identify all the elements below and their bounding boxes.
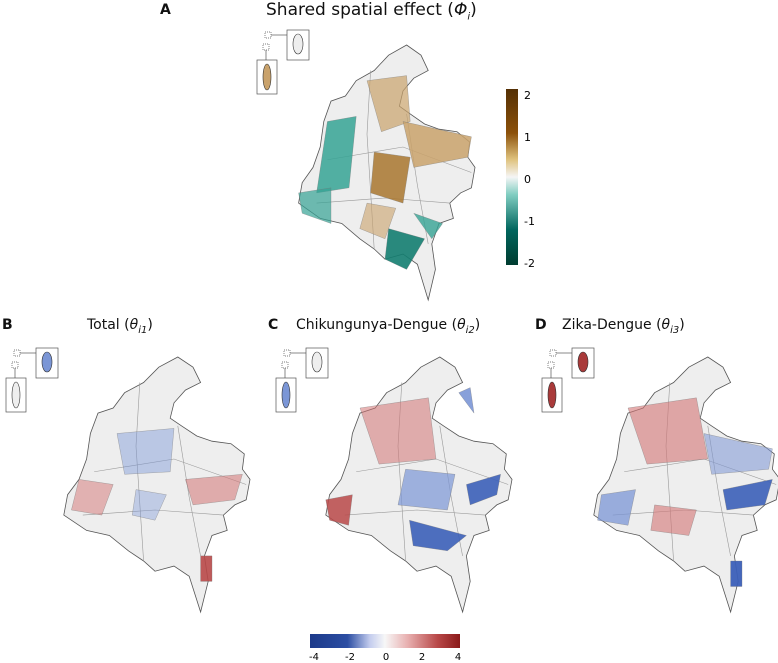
department-border bbox=[82, 509, 224, 516]
municipality-region bbox=[650, 504, 697, 536]
color-ramp bbox=[310, 634, 460, 648]
municipality-region bbox=[132, 489, 167, 521]
municipality-region bbox=[200, 555, 213, 582]
legend-tick-label: 0 bbox=[524, 173, 531, 186]
municipality-region bbox=[359, 397, 437, 465]
panel-a-title: Shared spatial effect (Φi) bbox=[266, 0, 477, 23]
municipality-region bbox=[466, 474, 501, 506]
municipality-region bbox=[402, 121, 472, 168]
island-inset bbox=[275, 347, 329, 413]
legend-tick-label: -2 bbox=[524, 257, 535, 270]
panel-c-letter: C bbox=[268, 317, 279, 333]
shared-effect-legend: 2 1 0 -1 -2 bbox=[506, 89, 535, 270]
legend-tick-label: -1 bbox=[524, 215, 535, 228]
legend-tick-label: -4 bbox=[309, 652, 319, 663]
legend-tick-label: -2 bbox=[345, 652, 355, 663]
panel-a-letter: A bbox=[160, 2, 171, 18]
department-border bbox=[327, 146, 472, 173]
specific-effect-legend: -4 -2 0 2 4 bbox=[309, 634, 461, 663]
municipality-region bbox=[71, 479, 114, 516]
legend-tick-label: 4 bbox=[455, 652, 461, 663]
panel-d-title: Zika-Dengue (θi3) bbox=[562, 317, 685, 336]
municipality-region bbox=[703, 433, 773, 475]
panel-c-title: Chikungunya-Dengue (θi2) bbox=[296, 317, 481, 336]
legend-tick-label: 0 bbox=[383, 652, 389, 663]
municipality-region bbox=[413, 213, 443, 240]
panel-d-letter: D bbox=[535, 317, 547, 333]
color-ramp bbox=[506, 89, 518, 265]
municipality-region bbox=[366, 75, 411, 132]
department-border bbox=[135, 382, 144, 562]
department-border bbox=[177, 425, 201, 556]
municipality-region bbox=[409, 519, 467, 551]
municipality-region bbox=[316, 116, 357, 194]
island-inset bbox=[256, 29, 310, 95]
municipality-region bbox=[458, 387, 475, 414]
colombia-maps-specific bbox=[5, 347, 778, 614]
municipality-region bbox=[359, 202, 397, 239]
panel-b-letter: B bbox=[2, 317, 13, 333]
panel-b-title: Total (θi1) bbox=[87, 317, 153, 336]
municipality-region bbox=[397, 469, 456, 511]
municipality-region bbox=[298, 187, 332, 224]
panel-a: A Shared spatial effect (Φi) 2 1 0 -1 -2 bbox=[0, 0, 778, 310]
legend-tick-label: 2 bbox=[419, 652, 425, 663]
legend-tick-label: 2 bbox=[524, 89, 531, 102]
municipality-region bbox=[384, 228, 425, 270]
municipality-region bbox=[730, 560, 743, 587]
municipality-region bbox=[370, 151, 411, 204]
municipality-region bbox=[116, 428, 175, 475]
island-inset bbox=[5, 347, 59, 413]
municipality-region bbox=[627, 397, 708, 465]
department-border bbox=[316, 197, 450, 204]
municipality-region bbox=[185, 474, 243, 506]
municipality-region bbox=[722, 479, 773, 511]
department-border bbox=[344, 509, 486, 516]
island-inset bbox=[541, 347, 595, 413]
municipality-region bbox=[597, 489, 636, 526]
colombia-map-shared bbox=[256, 29, 476, 302]
municipality-region bbox=[325, 494, 353, 526]
legend-tick-label: 1 bbox=[524, 131, 531, 144]
